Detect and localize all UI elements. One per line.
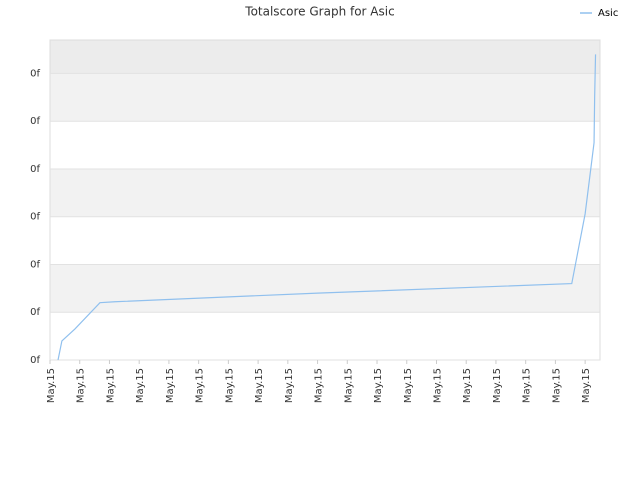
line <box>57 54 597 361</box>
x-tick-label: May.15 <box>492 368 503 403</box>
plot-band <box>50 73 600 122</box>
x-tick-label: May.15 <box>46 368 57 403</box>
x-tick-label: May.15 <box>522 368 533 403</box>
x-tick-label: May.15 <box>373 368 384 403</box>
plot-band <box>50 40 600 74</box>
x-tick-label: May.15 <box>254 368 265 403</box>
plot-band <box>50 264 600 313</box>
x-tick-label: May.15 <box>224 368 235 403</box>
x-tick-label: May.15 <box>105 368 116 403</box>
x-tick-label: May.15 <box>165 368 176 403</box>
chart-title: Totalscore Graph for Asic <box>244 5 394 19</box>
x-tick-label: May.15 <box>343 368 354 403</box>
legend-label: Asic <box>598 8 618 19</box>
x-tick-label: May.15 <box>403 368 414 403</box>
x-tick-label: May.15 <box>195 368 206 403</box>
plot-band <box>50 216 600 265</box>
x-tick-label: May.15 <box>432 368 443 403</box>
plot-band <box>50 168 600 217</box>
y-tick-label: 0f <box>30 259 40 270</box>
y-tick-label: 0f <box>30 116 40 127</box>
x-tick-label: May.15 <box>284 368 295 403</box>
plot-band <box>50 312 600 360</box>
plot-band <box>50 121 600 169</box>
y-tick-label: 0f <box>30 212 40 223</box>
x-tick-label: May.15 <box>76 368 87 403</box>
x-tick-label: May.15 <box>551 368 562 403</box>
x-tick-label: May.15 <box>581 368 592 403</box>
y-tick-label: 0f <box>30 164 40 175</box>
y-tick-label: 0f <box>30 355 40 366</box>
y-tick-label: 0f <box>30 68 40 79</box>
x-tick-label: May.15 <box>135 368 146 403</box>
x-tick-label: May.15 <box>462 368 473 403</box>
x-tick-label: May.15 <box>314 368 325 403</box>
y-tick-label: 0f <box>30 307 40 318</box>
